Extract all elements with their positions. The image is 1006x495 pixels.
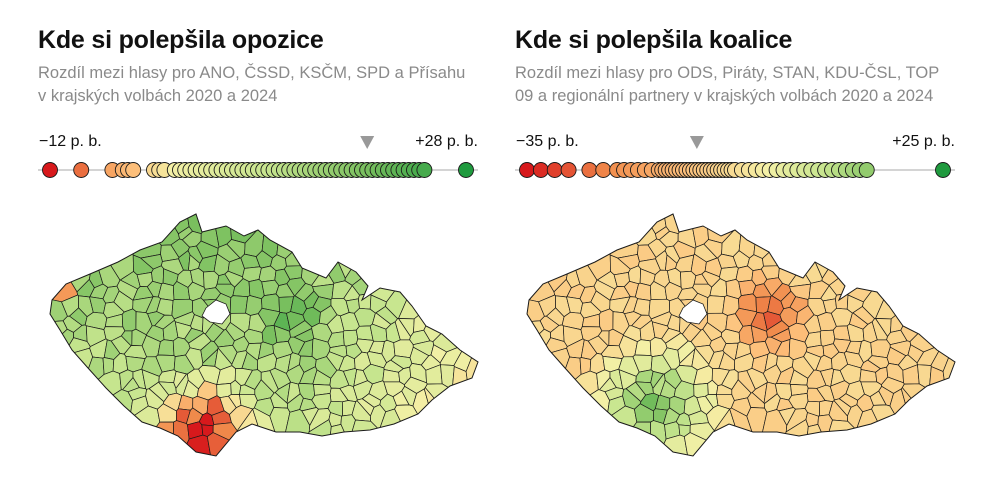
- district-region: [70, 405, 161, 456]
- district-dot: [581, 162, 598, 178]
- district-region: [172, 420, 190, 456]
- district-region: [50, 370, 122, 436]
- panel-subtitle: Rozdíl mezi hlasy pro ANO, ČSSD, KSČM, S…: [38, 64, 466, 105]
- district-region: [578, 421, 652, 456]
- district-region: [874, 214, 955, 320]
- district-region: [634, 339, 652, 356]
- district-dot: [125, 162, 142, 178]
- scale-min-label: −12 p. b.: [39, 133, 102, 150]
- scale-max-label: +25 p. b.: [892, 133, 955, 150]
- scale-min-label: −35 p. b.: [516, 133, 579, 150]
- country-outline: [526, 213, 956, 457]
- district-dot: [595, 162, 612, 178]
- district-region: [821, 214, 925, 286]
- district-region: [397, 214, 478, 320]
- district-region: [50, 328, 74, 397]
- panel-title: Kde si polepšila opozice: [38, 26, 324, 54]
- district-region: [598, 308, 614, 332]
- district-region: [846, 214, 949, 303]
- district-region: [706, 295, 726, 314]
- beeswarm-strip: [38, 136, 478, 178]
- district-dot: [858, 162, 875, 178]
- district-region: [322, 226, 346, 284]
- district-region: [101, 421, 175, 456]
- panel-subtitle: Rozdíl mezi hlasy pro ODS, Piráty, STAN,…: [515, 64, 939, 105]
- district-region: [527, 328, 551, 397]
- district-region: [527, 214, 572, 293]
- district-region: [683, 432, 778, 456]
- prague-hole: [201, 299, 231, 325]
- panel-coalition: Kde si polepšila koalice Rozdíl mezi hla…: [515, 0, 956, 495]
- district-region: [909, 263, 955, 353]
- district-dot: [532, 162, 549, 178]
- district-region: [900, 387, 955, 456]
- district-region: [157, 339, 175, 356]
- district-dot: [73, 162, 90, 178]
- district-region: [540, 214, 611, 281]
- district-region: [799, 226, 823, 284]
- district-region: [258, 265, 277, 283]
- district-region: [50, 389, 133, 456]
- district-region: [527, 320, 545, 385]
- district-dot: [519, 162, 535, 178]
- district-region: [63, 214, 134, 281]
- district-region: [942, 297, 955, 456]
- district-region: [527, 370, 599, 436]
- district-region: [649, 420, 667, 456]
- district-layer: [527, 214, 955, 456]
- panel-opposition: Kde si polepšila opozice Rozdíl mezi hla…: [38, 0, 479, 495]
- district-region: [229, 295, 249, 314]
- district-region: [378, 408, 439, 456]
- scale-max-label: +28 p. b.: [415, 133, 478, 150]
- district-dot: [546, 162, 563, 178]
- district-region: [855, 408, 916, 456]
- district-region: [206, 432, 301, 456]
- district-region: [735, 265, 754, 283]
- prague-hole: [678, 299, 708, 325]
- district-region: [527, 347, 570, 456]
- district-layer: [50, 214, 478, 456]
- panel-title: Kde si polepšila koalice: [515, 26, 793, 54]
- district-region: [465, 297, 478, 456]
- district-region: [547, 405, 638, 456]
- district-region: [901, 383, 955, 456]
- district-region: [555, 356, 582, 397]
- district-region: [393, 339, 414, 359]
- district-region: [792, 214, 888, 280]
- marker-triangle-icon: [689, 136, 704, 149]
- district-dot: [560, 162, 577, 178]
- country-outline: [49, 213, 479, 457]
- district-region: [432, 263, 478, 353]
- beeswarm-strip: [515, 136, 955, 178]
- district-dot: [458, 162, 474, 178]
- district-dot: [42, 162, 58, 178]
- district-region: [50, 347, 93, 456]
- district-region: [344, 214, 448, 286]
- district-map-czechia: [526, 213, 956, 457]
- district-region: [423, 387, 478, 456]
- district-region: [394, 404, 465, 456]
- district-region: [50, 320, 68, 385]
- district-region: [315, 214, 411, 280]
- district-region: [527, 389, 610, 456]
- district-region: [121, 308, 137, 332]
- district-region: [870, 339, 891, 359]
- district-dot: [416, 162, 433, 178]
- district-dot: [935, 162, 951, 178]
- district-map-czechia: [49, 213, 479, 457]
- district-region: [369, 214, 472, 303]
- district-region: [78, 356, 105, 397]
- district-region: [900, 218, 955, 342]
- marker-triangle-icon: [360, 136, 375, 149]
- district-region: [423, 218, 478, 342]
- district-region: [424, 383, 478, 456]
- district-region: [871, 404, 942, 456]
- district-region: [50, 214, 95, 293]
